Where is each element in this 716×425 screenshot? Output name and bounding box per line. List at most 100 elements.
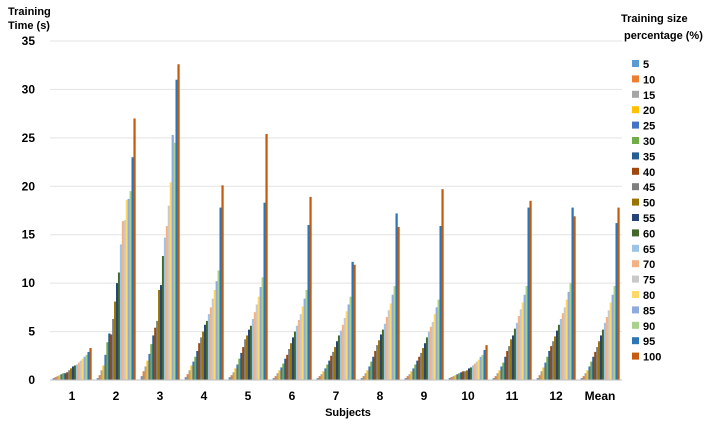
- bar: [108, 333, 111, 380]
- bar: [100, 370, 103, 380]
- bar: [204, 324, 207, 380]
- bar: [336, 341, 339, 380]
- bar: [77, 362, 81, 380]
- bar: [79, 360, 82, 380]
- legend-swatch: [632, 337, 639, 345]
- bar: [559, 318, 563, 380]
- bar: [156, 320, 159, 380]
- bar: [337, 335, 341, 380]
- bar: [596, 347, 599, 380]
- bar: [301, 306, 304, 380]
- bar: [81, 358, 84, 380]
- bar: [246, 335, 249, 380]
- bar: [471, 365, 475, 380]
- bar: [513, 328, 517, 380]
- bar: [152, 335, 155, 380]
- bar: [339, 330, 343, 380]
- y-axis-ticks: 0 5 10 15 20 25 30 35: [22, 34, 36, 387]
- bar: [64, 373, 67, 380]
- bar: [192, 361, 195, 380]
- bar: [615, 223, 618, 380]
- bar: [106, 342, 109, 380]
- bar: [466, 370, 469, 380]
- bar: [381, 329, 385, 380]
- bar: [456, 374, 459, 380]
- legend-swatch: [632, 306, 639, 314]
- bar: [326, 364, 329, 380]
- bar: [148, 353, 151, 380]
- bar: [133, 118, 136, 381]
- y-tick-label: 5: [28, 325, 35, 339]
- bar: [460, 372, 463, 380]
- bar: [127, 198, 130, 380]
- bar: [169, 182, 172, 380]
- bar: [290, 343, 293, 380]
- legend-label: 40: [643, 167, 655, 179]
- bar: [196, 350, 199, 380]
- bar: [293, 331, 297, 380]
- bar: [248, 329, 251, 380]
- bar: [441, 189, 444, 380]
- bar: [299, 314, 302, 380]
- bar: [605, 317, 609, 380]
- bar: [121, 221, 125, 380]
- bar: [506, 350, 509, 380]
- bar: [485, 345, 488, 380]
- bar: [73, 365, 77, 380]
- bar: [347, 304, 350, 380]
- bar: [561, 313, 565, 380]
- bar: [297, 319, 301, 380]
- bar: [571, 207, 574, 380]
- legend-label: 35: [643, 151, 655, 163]
- bar: [454, 375, 457, 380]
- bar: [450, 377, 453, 380]
- bar: [284, 358, 287, 380]
- legend-label: 50: [643, 198, 655, 210]
- bar: [523, 294, 526, 380]
- bar: [175, 79, 178, 381]
- legend-swatch: [632, 321, 639, 329]
- legend-label: 30: [643, 136, 655, 148]
- bar: [374, 350, 377, 380]
- legend-swatch: [632, 183, 639, 191]
- bar: [234, 368, 237, 380]
- legend-label: 90: [643, 321, 655, 333]
- legend-label: 45: [643, 182, 655, 194]
- bar: [305, 289, 308, 380]
- bar: [422, 348, 425, 380]
- bar: [529, 200, 532, 380]
- bar: [383, 323, 387, 380]
- bar: [573, 216, 576, 380]
- bar: [70, 368, 73, 380]
- bar: [251, 318, 255, 380]
- bar: [167, 205, 170, 380]
- legend-swatch: [632, 121, 639, 129]
- y-axis-title-line-2: Time (s): [8, 20, 50, 32]
- bars: [52, 64, 620, 381]
- bar: [54, 377, 57, 380]
- bar: [263, 202, 266, 380]
- bar: [188, 370, 191, 380]
- y-tick-label: 25: [22, 131, 36, 145]
- bar: [75, 364, 79, 380]
- bar: [119, 244, 123, 380]
- bar: [58, 375, 61, 380]
- bar: [389, 303, 392, 380]
- bar: [200, 337, 203, 380]
- bar: [395, 213, 398, 380]
- bar: [125, 199, 128, 380]
- bar: [410, 371, 413, 380]
- bar: [102, 365, 105, 380]
- bar: [387, 310, 390, 380]
- x-tick-label: 5: [245, 389, 252, 403]
- bar: [280, 367, 283, 380]
- bar: [435, 307, 438, 380]
- bar: [469, 367, 473, 380]
- bar: [87, 351, 90, 380]
- bar: [408, 374, 411, 380]
- bar: [391, 294, 394, 380]
- bar: [140, 376, 143, 380]
- bar: [345, 311, 348, 380]
- bar: [98, 375, 101, 380]
- grid-lines: [50, 40, 622, 333]
